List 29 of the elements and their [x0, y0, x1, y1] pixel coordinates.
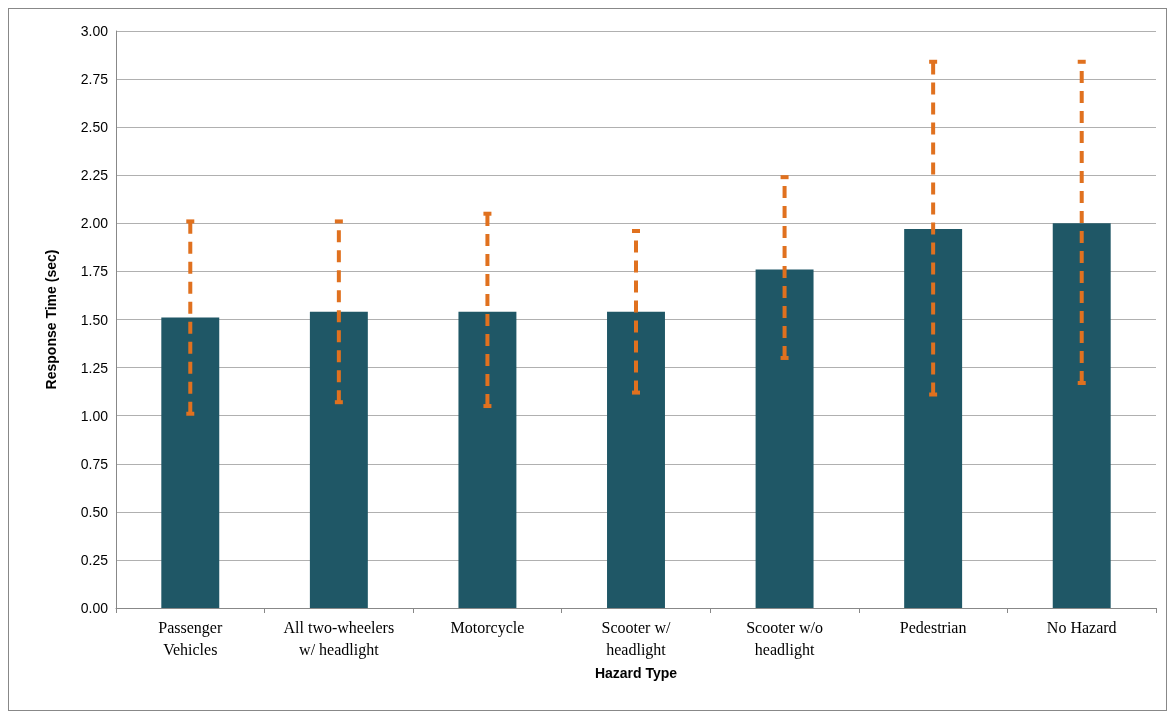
bar — [1052, 223, 1111, 608]
y-tick-label: 1.75 — [80, 263, 109, 280]
y-tick-label: 2.25 — [80, 167, 109, 184]
y-tick-label: 1.25 — [80, 359, 109, 376]
bar — [458, 311, 517, 608]
x-tick-label: Motorcycle — [450, 618, 525, 637]
y-tick-label: 2.50 — [80, 119, 109, 136]
x-tick-label: No Hazard — [1046, 618, 1117, 636]
x-tick-label: Pedestrian — [899, 618, 967, 636]
bar — [755, 269, 814, 608]
y-tick-label: 3.00 — [80, 23, 109, 39]
y-tick-label: 2.00 — [80, 215, 109, 232]
x-tick-label: All two-wheelers w/ headlight — [283, 618, 395, 659]
x-tick-label: Scooter w/ headlight — [601, 618, 671, 659]
y-tick-label: 0.50 — [80, 503, 109, 520]
x-axis-title: Hazard Type — [594, 665, 678, 681]
x-tick-label: Scooter w/o headlight — [746, 618, 824, 659]
bar — [161, 317, 220, 608]
y-tick-label: 0.75 — [80, 455, 109, 472]
bar — [607, 311, 665, 608]
y-tick-label: 2.75 — [80, 71, 109, 88]
x-tick-label: Passenger Vehicles — [158, 618, 223, 658]
y-tick-label: 1.50 — [80, 311, 109, 328]
bar — [309, 311, 368, 608]
bar — [904, 229, 963, 608]
y-tick-label: 1.00 — [80, 407, 109, 424]
y-axis-title: Response Time (sec) — [43, 249, 59, 390]
y-tick-label: 0.00 — [80, 600, 109, 616]
y-tick-label: 0.25 — [80, 551, 109, 568]
